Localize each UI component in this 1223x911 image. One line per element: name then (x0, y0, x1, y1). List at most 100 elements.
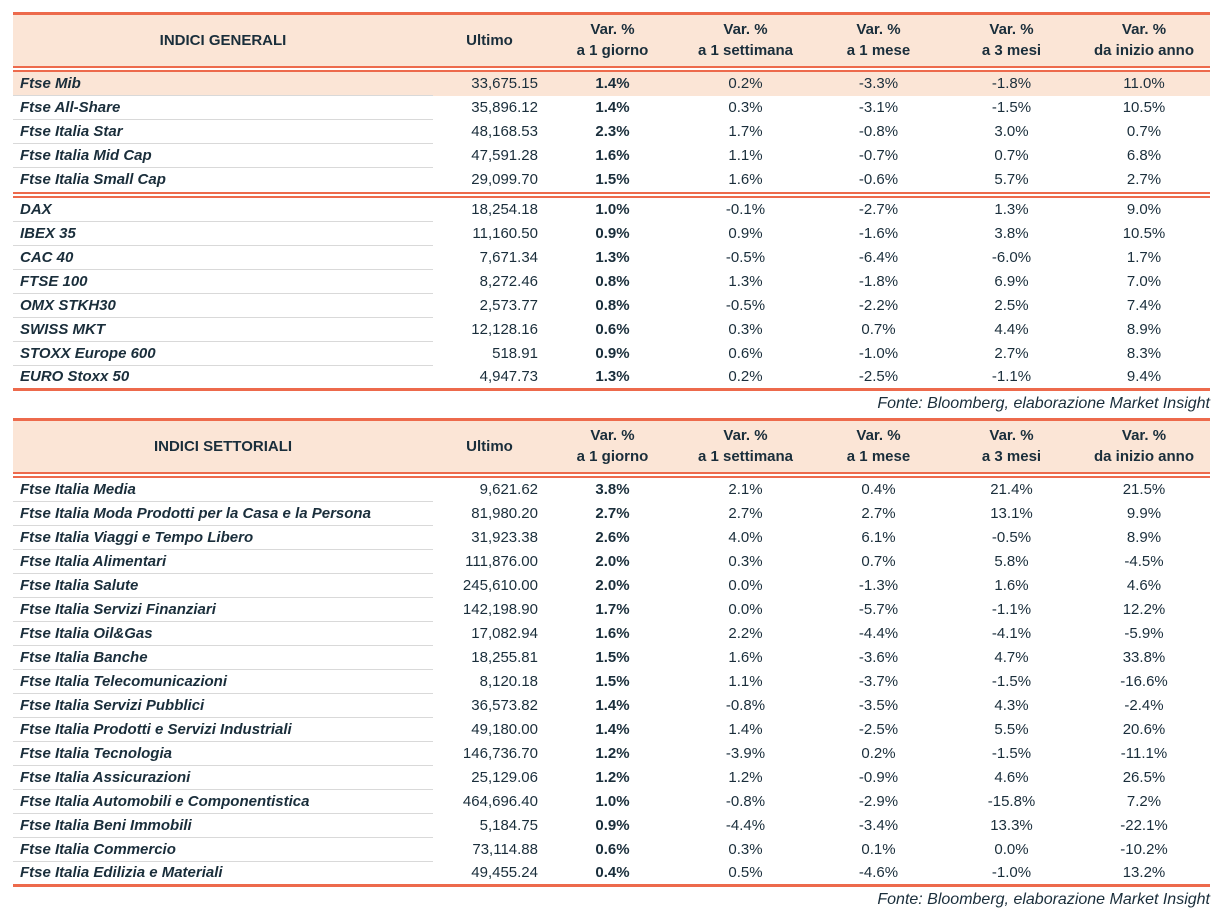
index-row: Ftse Italia Automobili e Componentistica… (13, 790, 1210, 814)
var-1-mese: -6.4% (858, 249, 899, 266)
ultimo-value: 111,876.00 (465, 553, 538, 570)
col-header-var-1m: Var. % a 1 mese (812, 13, 945, 66)
var-da-inizio-anno: 2.7% (1126, 171, 1162, 188)
double-rule (13, 471, 1210, 478)
var-1-settimana: 2.1% (728, 481, 763, 498)
ultimo-value: 146,736.70 (462, 745, 538, 762)
var-3-mesi: 0.7% (994, 147, 1029, 164)
var-1-settimana: 2.2% (728, 625, 763, 642)
var-1-giorno: 2.3% (595, 123, 630, 140)
var-1-settimana: 0.6% (728, 345, 763, 362)
var-1-mese: -0.8% (858, 123, 899, 140)
var-3-mesi: 3.0% (994, 123, 1029, 140)
var-1-settimana: 4.0% (728, 529, 763, 546)
var-3-mesi: 4.3% (994, 697, 1029, 714)
var-1-mese: -0.6% (858, 171, 899, 188)
var-1-giorno: 1.5% (595, 171, 630, 188)
var-3-mesi: -0.5% (991, 529, 1032, 546)
var-1-mese: -3.6% (858, 649, 899, 666)
var-da-inizio-anno: 9.9% (1126, 505, 1162, 522)
ultimo-value: 81,980.20 (471, 505, 538, 522)
col-header-ultimo: Ultimo (433, 13, 546, 66)
var-3-mesi: 0.0% (994, 841, 1029, 858)
var-1-settimana: 1.1% (728, 673, 763, 690)
var-1-mese: -4.6% (858, 864, 899, 882)
var-1-settimana: 1.6% (728, 649, 763, 666)
var-1-giorno: 2.0% (595, 577, 630, 594)
var-3-mesi: 21.4% (990, 481, 1033, 498)
index-row: Ftse All-Share 35,896.12 1.4% 0.3% -3.1% -1.5… (13, 96, 1210, 120)
index-name: CAC 40 (13, 246, 433, 270)
index-name: OMX STKH30 (13, 294, 433, 318)
var-1-mese: -1.0% (858, 345, 899, 362)
var-1-settimana: -0.8% (725, 697, 766, 714)
var-3-mesi: -4.1% (991, 625, 1032, 642)
indici-settoriali-body: Ftse Italia Media 9,621.62 3.8% 2.1% 0.4% 21.… (13, 471, 1210, 886)
col-header-var-3m: Var. % a 3 mesi (945, 13, 1078, 66)
index-row: Ftse Italia Mid Cap 47,591.28 1.6% 1.1% -0.7… (13, 144, 1210, 168)
index-row: Ftse Italia Edilizia e Materiali 49,455.2… (13, 862, 1210, 886)
var-1-settimana: -0.8% (725, 793, 766, 810)
var-1-giorno: 1.5% (595, 673, 630, 690)
var-1-mese: 0.7% (861, 553, 896, 570)
var-1-settimana: 1.4% (728, 721, 763, 738)
var-1-mese: -5.7% (858, 601, 899, 618)
var-1-mese: 2.7% (861, 505, 896, 522)
var-3-mesi: 1.6% (994, 577, 1029, 594)
var-1-settimana: 0.9% (728, 225, 763, 242)
var-1-settimana: -3.9% (725, 745, 766, 762)
var-1-settimana: 0.0% (728, 601, 763, 618)
col-header-var-1w: Var. % a 1 settimana (679, 13, 812, 66)
var-3-mesi: 5.5% (994, 721, 1029, 738)
var-da-inizio-anno: 8.3% (1126, 345, 1162, 362)
index-name: Ftse Italia Viaggi e Tempo Libero (13, 526, 433, 550)
var-1-mese: 0.4% (861, 481, 896, 498)
index-name: Ftse All-Share (13, 96, 433, 120)
ultimo-value: 2,573.77 (479, 297, 538, 314)
var-da-inizio-anno: 11.0% (1078, 71, 1210, 96)
var-1-giorno: 2.0% (595, 553, 630, 570)
var-1-mese: -0.7% (858, 147, 899, 164)
var-3-mesi: 5.8% (994, 553, 1029, 570)
index-row: EURO Stoxx 50 4,947.73 1.3% 0.2% -2.5% -1.1% 9… (13, 366, 1210, 390)
ultimo-value: 8,272.46 (479, 273, 538, 290)
var-1-mese: -2.9% (858, 793, 899, 810)
var-1-settimana: 1.1% (728, 147, 763, 164)
var-1-giorno: 0.9% (595, 345, 630, 362)
var-da-inizio-anno: 10.5% (1122, 99, 1166, 116)
var-1-giorno: 0.8% (595, 273, 630, 290)
var-3-mesi: 1.3% (994, 201, 1029, 218)
var-1-settimana: 0.3% (728, 553, 763, 570)
var-1-giorno: 1.3% (595, 368, 630, 386)
var-da-inizio-anno: 7.4% (1126, 297, 1162, 314)
var-1-mese: -1.3% (858, 577, 899, 594)
var-1-giorno: 1.7% (595, 601, 630, 618)
var-3-mesi: 4.4% (994, 321, 1029, 338)
ultimo-value: 73,114.88 (472, 841, 538, 858)
col-header-var-1m: Var. % a 1 mese (812, 419, 945, 472)
var-1-settimana: 0.3% (728, 321, 763, 338)
var-1-mese: -2.5% (858, 721, 899, 738)
var-da-inizio-anno: -22.1% (1120, 817, 1168, 834)
var-1-settimana: 0.0% (728, 577, 763, 594)
var-3-mesi: 13.3% (990, 817, 1033, 834)
var-3-mesi: 2.5% (994, 297, 1029, 314)
index-row: OMX STKH30 2,573.77 0.8% -0.5% -2.2% 2.5% 7.4% (13, 294, 1210, 318)
var-da-inizio-anno: -2.4% (1124, 697, 1164, 714)
var-1-mese: -2.2% (858, 297, 899, 314)
var-1-settimana: -0.1% (725, 201, 766, 218)
ultimo-value: 18,254.18 (471, 201, 538, 218)
var-1-giorno: 1.0% (595, 793, 630, 810)
var-1-mese: -3.4% (858, 817, 899, 834)
source-note: Fonte: Bloomberg, elaborazione Market In… (877, 891, 1210, 908)
var-1-settimana: 2.7% (728, 505, 763, 522)
header-row: INDICI SETTORIALI Ultimo Var. % a 1 gior… (13, 419, 1210, 472)
var-3-mesi: 13.1% (990, 505, 1033, 522)
var-3-mesi: -1.5% (991, 673, 1032, 690)
var-da-inizio-anno: -5.9% (1124, 625, 1164, 642)
var-1-giorno: 0.6% (595, 841, 630, 858)
var-da-inizio-anno: 26.5% (1122, 769, 1166, 786)
index-name: Ftse Italia Banche (13, 646, 433, 670)
var-1-giorno: 1.4% (595, 721, 630, 738)
var-1-giorno: 0.6% (595, 321, 630, 338)
